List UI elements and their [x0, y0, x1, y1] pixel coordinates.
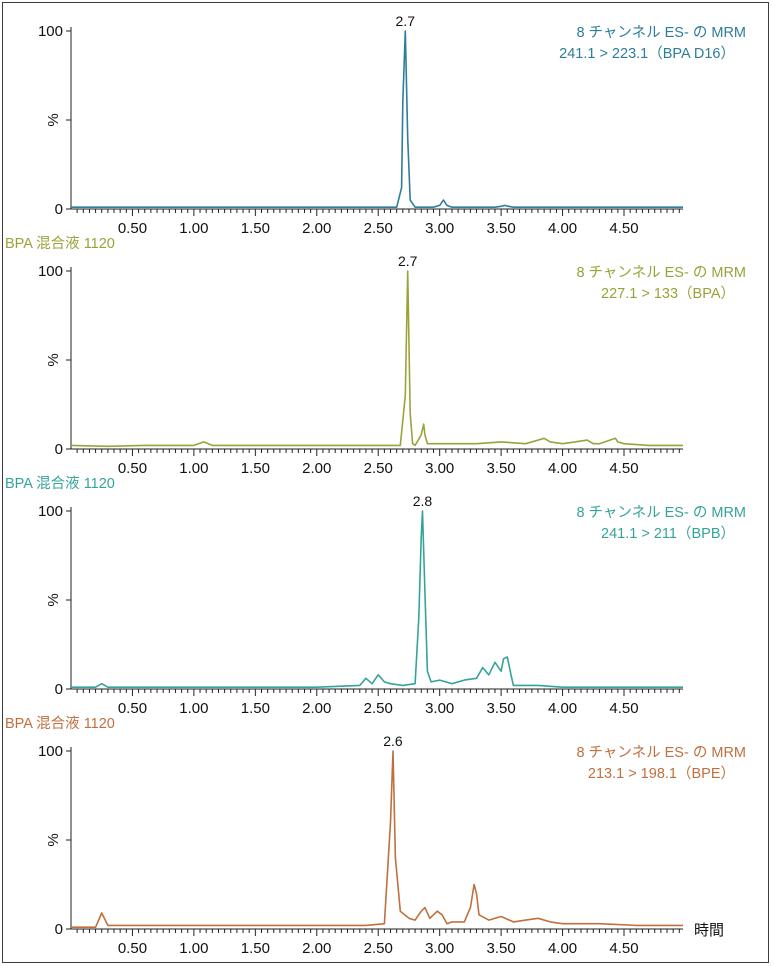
peak-label: 2.6	[383, 733, 403, 749]
peak-label: 2.8	[413, 493, 433, 509]
x-tick-label: 4.00	[548, 220, 577, 237]
x-tick-label: 2.00	[302, 940, 331, 957]
transition-label: 241.1 > 223.1（BPA D16）	[559, 45, 735, 62]
y-axis-label: %	[45, 353, 62, 366]
channel-label: 8 チャンネル ES- の MRM	[576, 264, 746, 281]
peak-label: 2.7	[398, 253, 418, 269]
chromatogram-trace	[71, 30, 683, 208]
y-tick-label: 0	[55, 921, 63, 938]
x-tick-label: 3.50	[487, 220, 516, 237]
x-tick-label: 2.50	[364, 700, 393, 717]
y-tick-label: 100	[38, 23, 63, 40]
panels-group: 0 100% 0.50 1.00 1.50 2.00 2.50 3.00 3.50 4.00 4.5…	[5, 13, 746, 957]
x-tick-label: 1.50	[241, 220, 270, 237]
x-tick-label: 4.50	[609, 220, 638, 237]
panel-2: 0 100% 0.50 1.00 1.50 2.00 2.50 3.00 3.50 4.00 4.5…	[5, 235, 746, 477]
x-tick-label: 2.00	[302, 700, 331, 717]
channel-label: 8 チャンネル ES- の MRM	[576, 504, 746, 521]
y-tick-label: 100	[38, 743, 63, 760]
y-tick-label: 100	[38, 503, 63, 520]
x-tick-label: 0.50	[118, 940, 147, 957]
x-tick-label: 1.50	[241, 940, 270, 957]
x-tick-label: 3.00	[425, 220, 454, 237]
channel-label: 8 チャンネル ES- の MRM	[576, 24, 746, 41]
transition-label: 241.1 > 211（BPB）	[601, 525, 735, 542]
y-tick-label: 100	[38, 263, 63, 280]
sample-label: BPA 混合液 1120	[5, 715, 115, 732]
chromatogram-trace	[71, 510, 683, 689]
x-tick-label: 1.00	[179, 940, 208, 957]
x-tick-label: 2.50	[364, 940, 393, 957]
panel-1: 0 100% 0.50 1.00 1.50 2.00 2.50 3.00 3.50 4.00 4.5…	[38, 13, 746, 237]
x-tick-label: 3.00	[425, 700, 454, 717]
y-axis-label: %	[45, 593, 62, 606]
panel-4: 0 100% 0.50 1.00 1.50 2.00 2.50 3.00 3.50 4.00 4.5…	[5, 715, 746, 957]
x-tick-label: 1.00	[179, 700, 208, 717]
x-tick-label: 4.50	[609, 940, 638, 957]
x-tick-label: 1.00	[179, 460, 208, 477]
x-tick-label: 4.00	[548, 700, 577, 717]
y-axis-label: %	[45, 113, 62, 126]
sample-label: BPA 混合液 1120	[5, 235, 115, 252]
x-tick-label: 0.50	[118, 700, 147, 717]
x-tick-label: 2.50	[364, 460, 393, 477]
x-tick-label: 0.50	[118, 460, 147, 477]
peak-label: 2.7	[396, 13, 416, 29]
x-tick-label: 1.50	[241, 700, 270, 717]
sample-label: BPA 混合液 1120	[5, 475, 115, 492]
x-tick-label: 2.00	[302, 220, 331, 237]
x-tick-label: 3.50	[487, 700, 516, 717]
y-tick-label: 0	[55, 441, 63, 458]
transition-label: 213.1 > 198.1（BPE）	[588, 765, 735, 782]
y-tick-label: 0	[55, 201, 63, 218]
x-tick-label: 0.50	[118, 220, 147, 237]
x-tick-label: 2.00	[302, 460, 331, 477]
x-tick-label: 1.00	[179, 220, 208, 237]
x-tick-label: 2.50	[364, 220, 393, 237]
x-tick-label: 3.50	[487, 940, 516, 957]
y-axis-label: %	[45, 833, 62, 846]
x-tick-label: 3.00	[425, 460, 454, 477]
x-tick-label: 4.50	[609, 460, 638, 477]
channel-label: 8 チャンネル ES- の MRM	[576, 744, 746, 761]
x-tick-label: 1.50	[241, 460, 270, 477]
x-tick-label: 4.00	[548, 940, 577, 957]
x-axis-title: 時間	[694, 922, 724, 939]
chromatogram-trace	[71, 750, 683, 929]
x-tick-label: 4.00	[548, 460, 577, 477]
x-tick-label: 3.00	[425, 940, 454, 957]
panel-3: 0 100% 0.50 1.00 1.50 2.00 2.50 3.00 3.50 4.00 4.5…	[5, 475, 746, 717]
chromatogram-trace	[70, 270, 683, 448]
y-tick-label: 0	[55, 681, 63, 698]
transition-label: 227.1 > 133（BPA）	[601, 285, 735, 302]
x-tick-label: 3.50	[487, 460, 516, 477]
x-tick-label: 4.50	[609, 700, 638, 717]
